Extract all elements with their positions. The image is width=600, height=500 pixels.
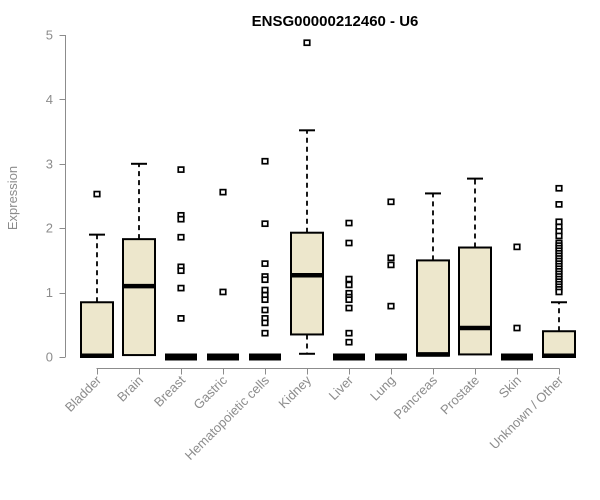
outlier-point — [513, 243, 521, 251]
collapsed-box — [165, 353, 197, 361]
x-tick-label-prostate: Prostate — [437, 373, 482, 418]
outlier-point — [177, 284, 185, 292]
boxplot-brain — [122, 162, 156, 357]
box-body — [542, 330, 576, 358]
outlier-point — [177, 215, 185, 223]
outlier-point — [345, 219, 353, 227]
boxplot-pancreas — [416, 192, 450, 357]
x-tick-label-unknown-other: Unknown / Other — [487, 372, 567, 452]
outlier-point — [345, 296, 353, 304]
outlier-point — [261, 157, 269, 165]
boxplot-lung — [375, 198, 407, 361]
box-body — [80, 301, 114, 359]
outlier-point — [303, 39, 311, 47]
x-tick-label-brain: Brain — [114, 373, 146, 405]
outlier-point — [261, 286, 269, 294]
y-tick-label: 5 — [46, 28, 53, 43]
y-tick-label: 1 — [46, 285, 53, 300]
x-tick-label-breast: Breast — [151, 372, 188, 409]
outlier-point — [387, 254, 395, 262]
boxplot-unknown-other — [542, 184, 576, 358]
outlier-point — [345, 239, 353, 247]
outlier-point — [387, 198, 395, 206]
collapsed-box — [333, 353, 365, 361]
outlier-point — [555, 218, 563, 226]
x-tick-label-kidney: Kidney — [275, 372, 314, 411]
chart-title: ENSG00000212460 - U6 — [252, 13, 419, 30]
outlier-point — [345, 338, 353, 346]
collapsed-box — [249, 353, 281, 361]
x-tick-label-lung: Lung — [367, 373, 398, 404]
box-body — [122, 238, 156, 357]
x-tick-label-bladder: Bladder — [62, 372, 105, 415]
outlier-point — [261, 319, 269, 327]
box-body — [290, 231, 324, 336]
boxplot-hematopoietic-cells — [249, 157, 281, 361]
boxplot-kidney — [290, 39, 324, 355]
y-tick-label: 3 — [46, 156, 53, 171]
outlier-point — [177, 166, 185, 173]
collapsed-box — [207, 353, 239, 361]
outlier-point — [555, 201, 563, 208]
outlier-point — [513, 324, 521, 332]
y-axis-label: Expression — [5, 166, 20, 230]
outlier-point — [261, 220, 269, 228]
collapsed-box — [501, 353, 533, 361]
outlier-point — [177, 315, 185, 322]
y-tick-label: 4 — [46, 92, 53, 107]
box-body — [458, 246, 492, 356]
outlier-point — [555, 232, 563, 240]
outlier-point — [177, 267, 185, 275]
outlier-point — [261, 329, 269, 337]
outlier-point — [261, 306, 269, 314]
outlier-point — [387, 261, 395, 269]
outlier-point — [261, 260, 269, 267]
boxplot-breast — [165, 166, 197, 361]
y-tick-label: 2 — [46, 221, 53, 236]
outlier-point — [261, 296, 269, 304]
outlier-point — [219, 288, 227, 296]
boxplot-liver — [333, 219, 365, 361]
outlier-point — [555, 184, 563, 192]
boxplot-prostate — [458, 177, 492, 356]
x-tick-label-pancreas: Pancreas — [391, 372, 441, 422]
outlier-point — [93, 190, 101, 198]
boxplot-skin — [501, 243, 533, 361]
x-tick-label-skin: Skin — [496, 373, 524, 401]
outlier-point — [345, 304, 353, 312]
outlier-point — [555, 288, 563, 296]
outlier-point — [261, 276, 269, 284]
boxplot-gastric — [207, 188, 239, 361]
box-body — [416, 259, 450, 357]
outlier-point — [345, 275, 353, 283]
collapsed-box — [375, 353, 407, 361]
y-tick-label: 0 — [46, 350, 53, 365]
x-tick-label-gastric: Gastric — [190, 372, 230, 412]
y-axis: 0 1 2 3 4 5 — [46, 28, 67, 365]
outlier-point — [387, 302, 395, 310]
outlier-point — [345, 329, 353, 337]
outlier-point — [219, 188, 227, 196]
x-tick-label-liver: Liver — [326, 372, 357, 403]
boxplot-bladder — [80, 190, 114, 359]
outlier-point — [177, 233, 185, 241]
outlier-point — [345, 281, 353, 289]
